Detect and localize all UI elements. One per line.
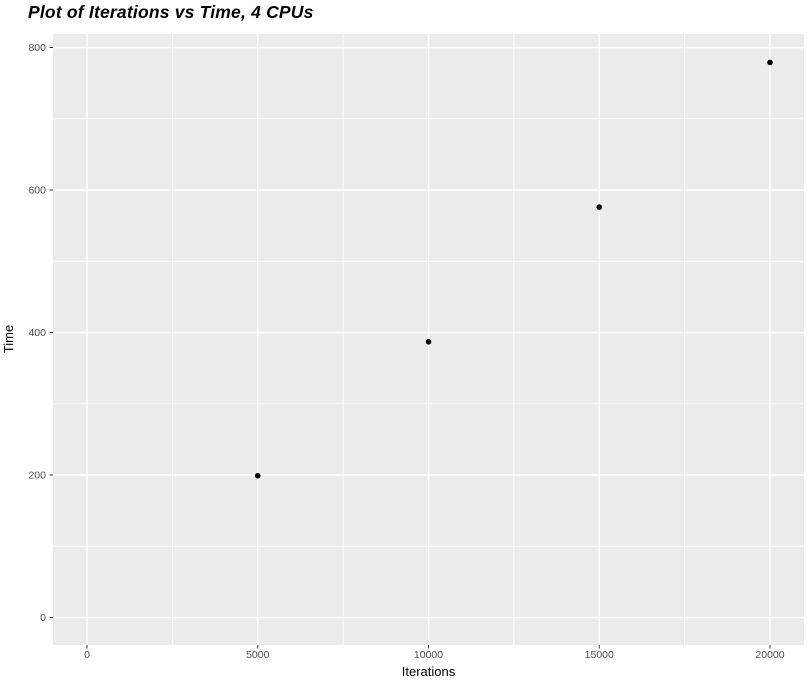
y-axis-tick-label: 400 (28, 327, 46, 339)
x-axis-tick-label: 10000 (414, 649, 443, 661)
x-axis-tick-label: 0 (84, 649, 90, 661)
y-axis-tick-label: 800 (28, 42, 46, 54)
x-axis-tick-label: 20000 (755, 649, 784, 661)
data-point (254, 472, 261, 479)
y-axis-title: Time (1, 324, 16, 354)
y-axis-tick-label: 600 (28, 185, 46, 197)
data-point (425, 338, 432, 345)
x-axis-tick-label: 5000 (246, 649, 270, 661)
data-point (596, 204, 603, 210)
y-axis-tick-label: 200 (28, 470, 46, 482)
data-point (767, 59, 773, 66)
chart-title: Plot of Iterations vs Time, 4 CPUs (28, 2, 314, 22)
x-axis-tick-label: 15000 (585, 649, 614, 661)
y-axis-tick-label: 0 (40, 612, 46, 624)
x-axis-title: Iterations (401, 664, 456, 679)
